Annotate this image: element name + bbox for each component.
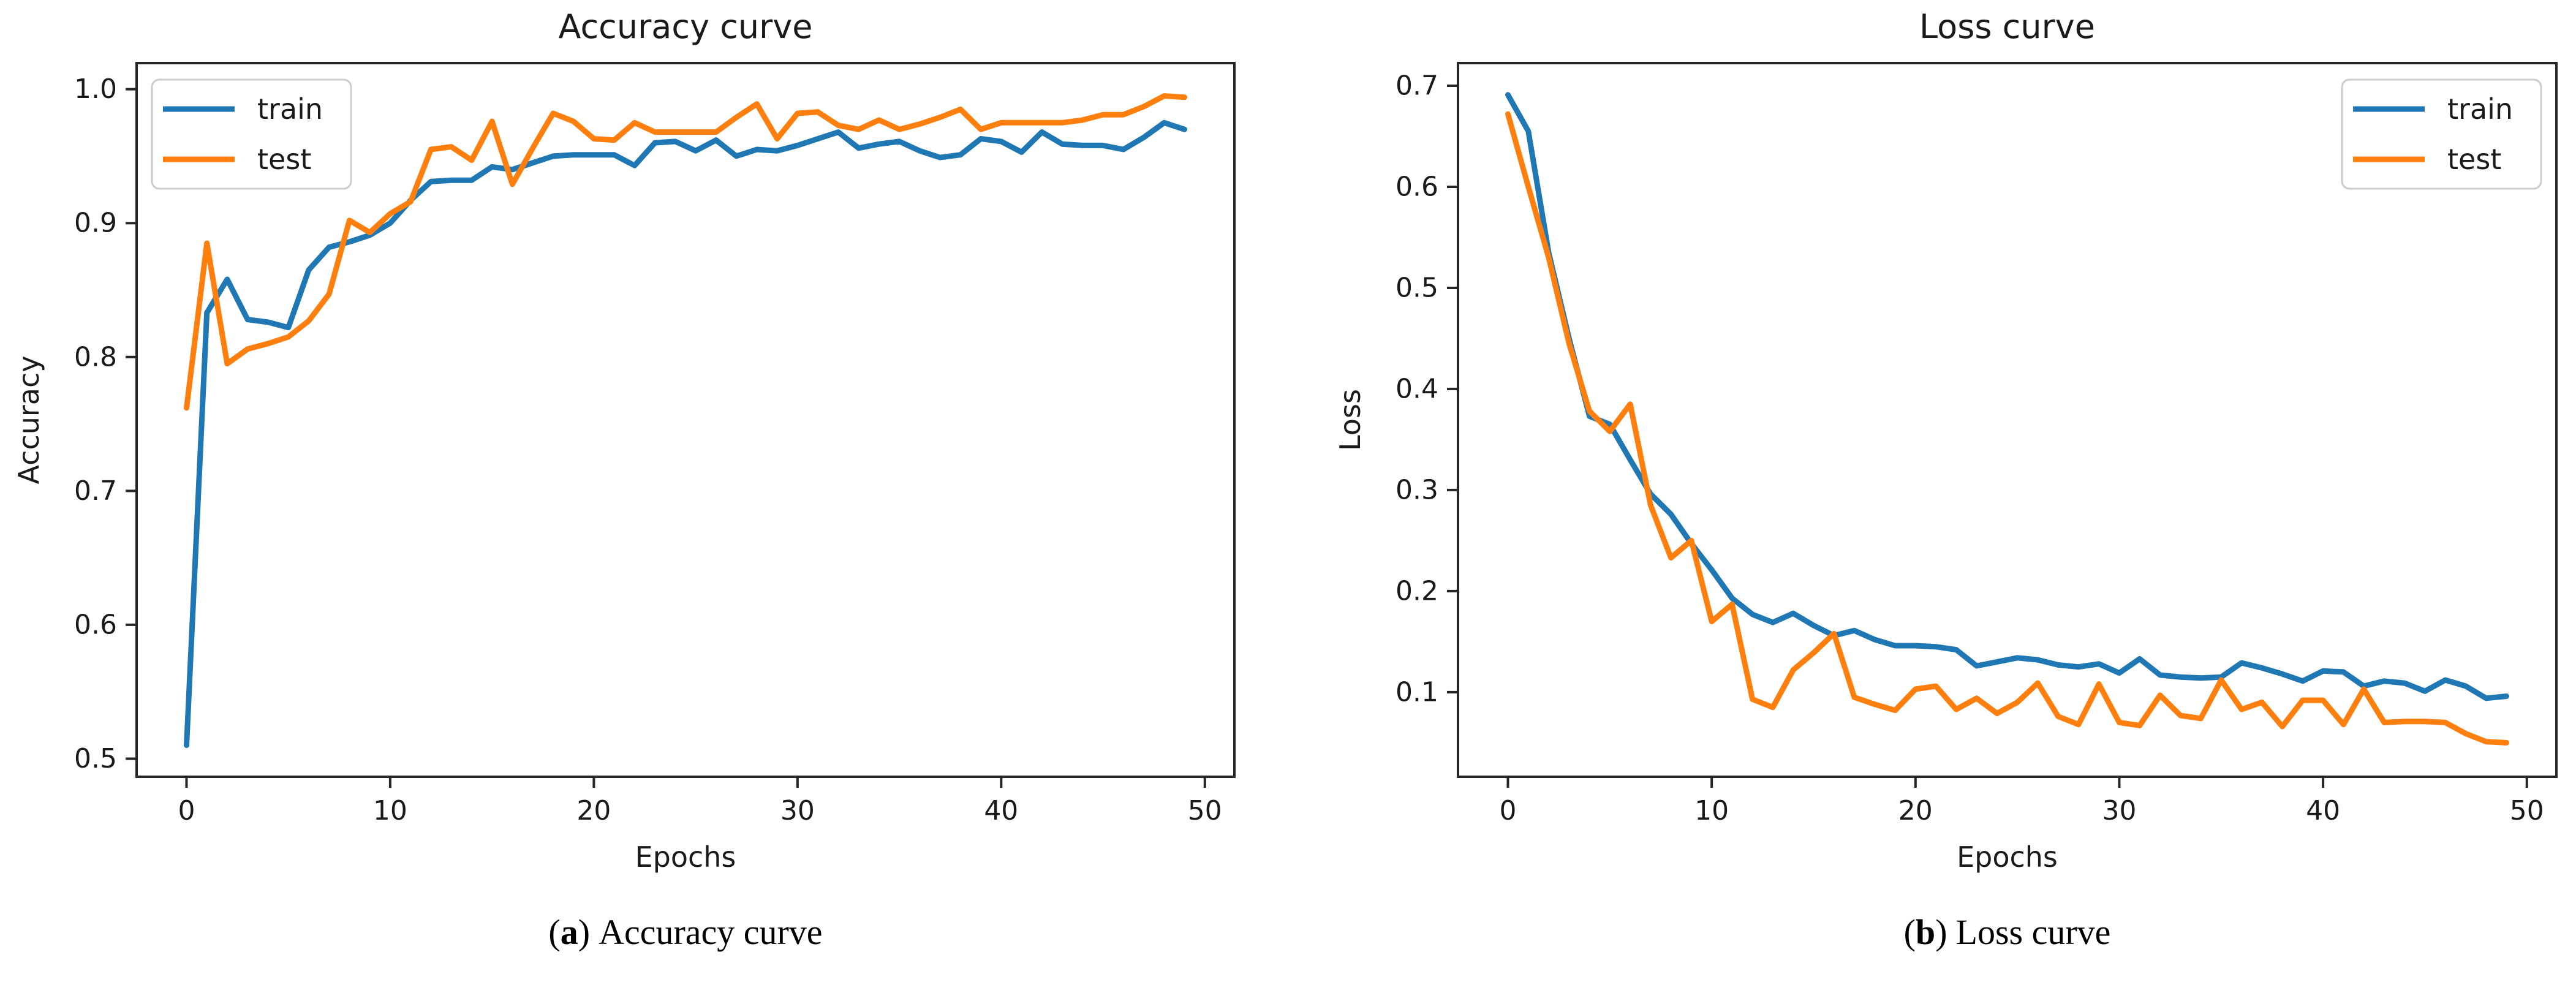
x-axis-label: Epochs xyxy=(1957,840,2058,874)
legend-label-train: train xyxy=(2447,93,2513,126)
y-axis-label: Accuracy xyxy=(12,355,45,484)
caption-loss: (b) Loss curve xyxy=(1458,912,2556,953)
y-tick-label: 0.5 xyxy=(1396,272,1438,303)
series-line-train xyxy=(1505,92,2509,701)
chart-title: Accuracy curve xyxy=(559,7,813,46)
legend-label-test: test xyxy=(257,143,311,176)
loss-panel: 0 10 20 30 40 50 0.1 0.2 0.3 0.4 0.5 0.6 0.7 Loss cur… xyxy=(1288,0,2576,982)
x-tick-label: 10 xyxy=(1694,795,1729,826)
caption-close-paren: ) xyxy=(578,912,591,952)
x-tick-label: 20 xyxy=(576,795,611,826)
legend-label-train: train xyxy=(257,93,323,126)
caption-close-paren: ) xyxy=(1935,912,1947,952)
chart-title: Loss curve xyxy=(1919,7,2095,46)
caption-letter: a xyxy=(560,912,578,952)
y-tick-label: 0.6 xyxy=(74,609,117,640)
y-tick-label: 0.7 xyxy=(1396,70,1438,101)
y-tick-label: 0.2 xyxy=(1396,575,1438,606)
caption-open-paren: ( xyxy=(548,912,561,952)
x-tick-label: 40 xyxy=(984,795,1018,826)
series-line-test xyxy=(1505,111,2509,746)
loss-chart: 0 10 20 30 40 50 0.1 0.2 0.3 0.4 0.5 0.6 0.7 Loss cur… xyxy=(1334,7,2558,874)
caption-letter: b xyxy=(1915,912,1936,952)
x-tick-label: 0 xyxy=(1500,795,1517,826)
y-tick-label: 0.1 xyxy=(1396,676,1438,708)
x-tick-label: 20 xyxy=(1898,795,1933,826)
x-axis-label: Epochs xyxy=(635,840,736,874)
x-tick-label: 30 xyxy=(780,795,815,826)
y-tick-label: 0.9 xyxy=(74,208,117,239)
plot-frame xyxy=(1457,62,2558,778)
y-tick-label: 0.6 xyxy=(1396,171,1438,202)
y-tick-label: 0.8 xyxy=(74,341,117,372)
y-tick-label: 0.5 xyxy=(74,743,117,774)
x-tick-label: 50 xyxy=(2510,795,2544,826)
legend-label-test: test xyxy=(2447,143,2501,176)
x-tick-label: 40 xyxy=(2306,795,2340,826)
accuracy-chart: 0 10 20 30 40 50 0.5 0.6 0.7 0.8 0.9 1.0 Accuracy cu… xyxy=(12,7,1236,874)
plot-frame xyxy=(135,62,1236,778)
y-tick-label: 0.3 xyxy=(1396,474,1438,505)
series-line-test xyxy=(184,93,1187,411)
x-tick-label: 30 xyxy=(2102,795,2136,826)
accuracy-panel: 0 10 20 30 40 50 0.5 0.6 0.7 0.8 0.9 1.0 Accuracy cu… xyxy=(12,7,1236,874)
caption-text: Loss curve xyxy=(1955,912,2111,952)
caption-text: Accuracy curve xyxy=(599,912,823,952)
x-tick-label: 50 xyxy=(1188,795,1222,826)
y-tick-label: 0.7 xyxy=(74,475,117,507)
x-tick-label: 0 xyxy=(178,795,195,826)
y-tick-label: 0.4 xyxy=(1396,373,1438,404)
series-line-train xyxy=(184,119,1187,749)
y-axis-label: Loss xyxy=(1334,389,1367,451)
caption-open-paren: ( xyxy=(1903,912,1916,952)
y-tick-label: 1.0 xyxy=(74,74,117,105)
x-tick-label: 10 xyxy=(373,795,407,826)
caption-accuracy: (a) Accuracy curve xyxy=(72,912,1299,953)
